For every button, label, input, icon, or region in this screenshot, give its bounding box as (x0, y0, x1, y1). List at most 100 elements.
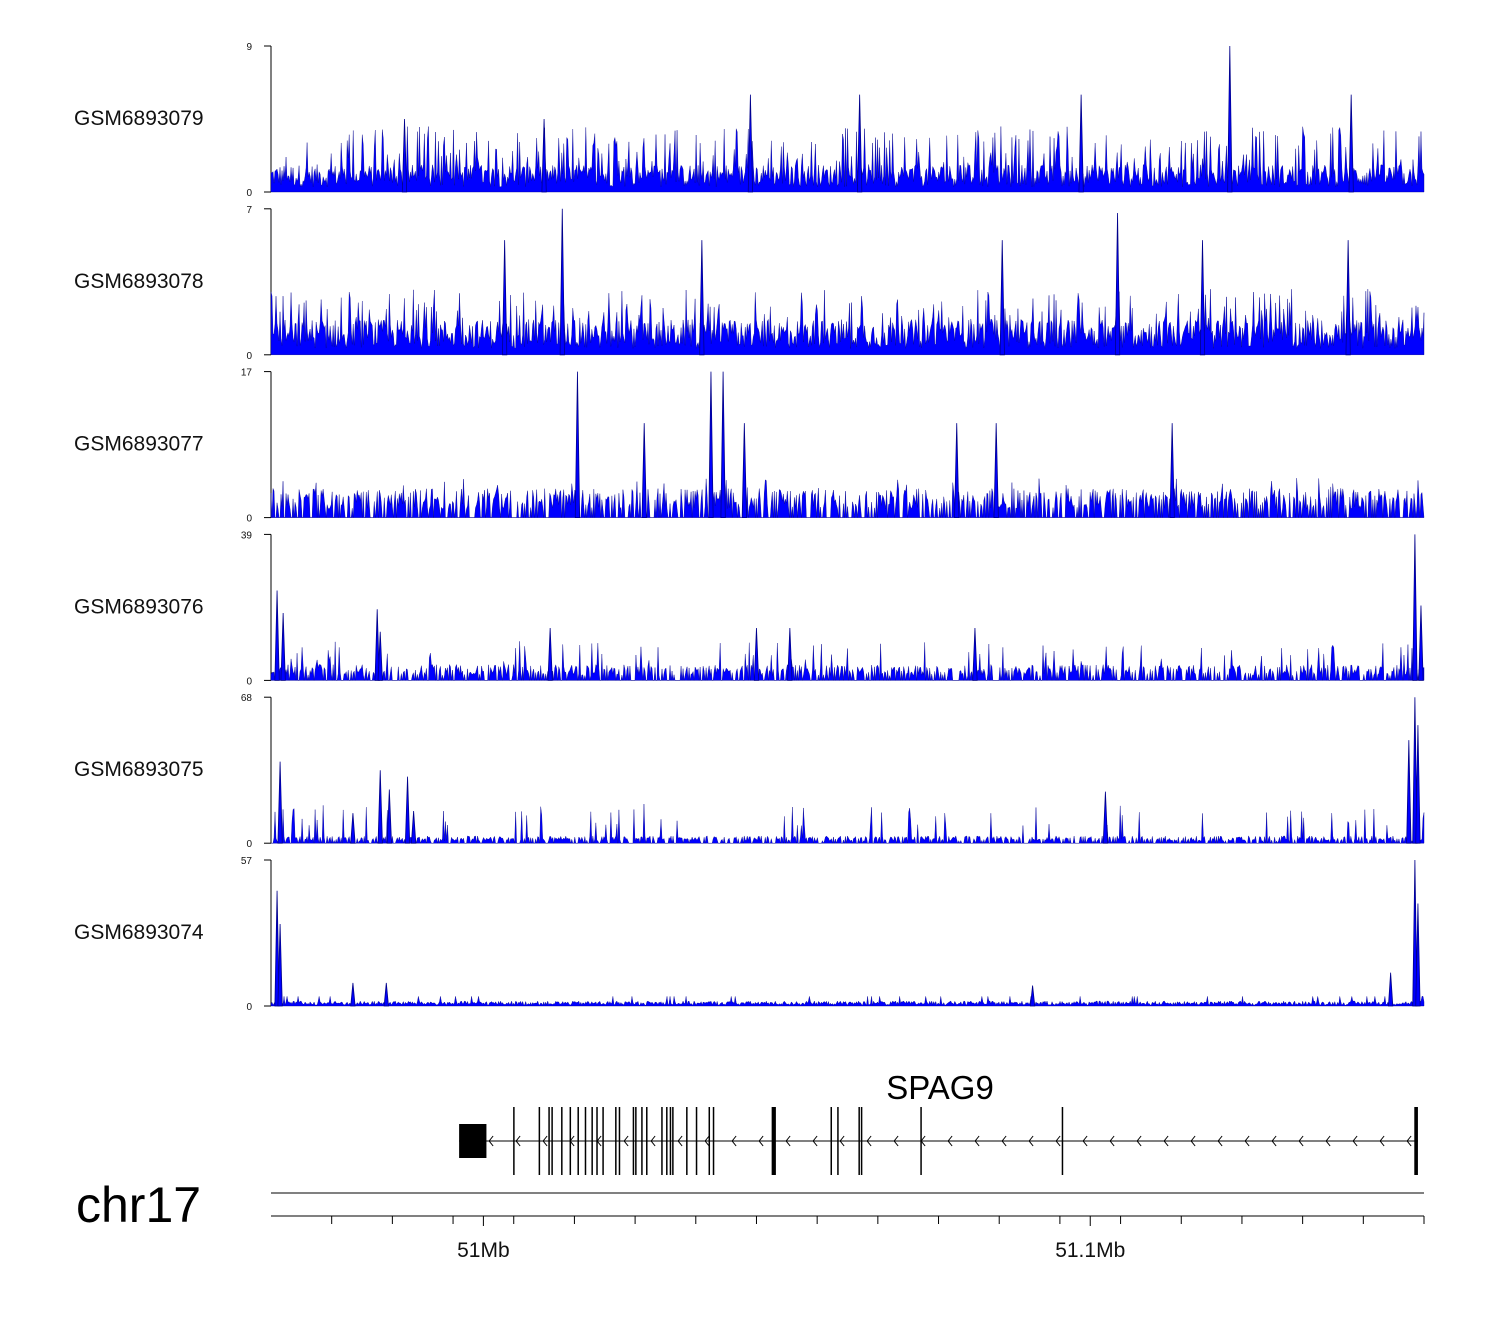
gene-exon (860, 1107, 863, 1175)
coverage-peak (1415, 725, 1421, 844)
coverage-peak (747, 94, 754, 193)
track-label: GSM6893075 (74, 758, 204, 781)
gene-exon (708, 1107, 711, 1175)
strand-arrow (866, 1135, 872, 1147)
coverage-peak (1029, 985, 1036, 1007)
coverage-peak (708, 371, 714, 518)
gene-exon (561, 1107, 563, 1175)
strand-arrow (785, 1135, 791, 1147)
strand-arrow (839, 1135, 845, 1147)
coverage-peak (1114, 212, 1121, 356)
coverage-peak (1169, 423, 1175, 518)
coverage-peak (972, 627, 978, 681)
strand-arrow (1055, 1135, 1061, 1147)
strand-arrow (1271, 1135, 1277, 1147)
gene-exon (666, 1107, 668, 1175)
coverage-peak (999, 240, 1005, 356)
gene-exon (669, 1107, 672, 1175)
track-GSM6893074: GSM6893074 57 0 (74, 856, 1425, 1013)
strand-arrow (488, 1135, 494, 1147)
coverage-peak (1415, 903, 1421, 1007)
gene-exon (1414, 1107, 1418, 1175)
y-tick-label-min: 0 (246, 351, 252, 362)
gene-annotation-track: SPAG9 (459, 1069, 1418, 1175)
strand-arrow (542, 1135, 548, 1147)
coverage-peak (1418, 605, 1424, 681)
strand-arrow (1136, 1135, 1142, 1147)
x-tick-label: 51Mb (457, 1239, 510, 1262)
coverage-peak (1227, 45, 1233, 193)
gene-exon (596, 1107, 598, 1175)
coverage-peak (377, 631, 383, 681)
strand-arrow (1379, 1135, 1385, 1147)
coverage-peak (350, 982, 356, 1007)
track-label: GSM6893079 (74, 107, 204, 130)
track-GSM6893075: GSM6893075 68 0 (74, 693, 1425, 850)
coverage-peak (1412, 859, 1418, 1007)
strand-arrow (1001, 1135, 1007, 1147)
coverage-peak (1406, 740, 1412, 844)
strand-arrow (1406, 1135, 1412, 1147)
y-tick-label-max: 57 (241, 856, 253, 867)
strand-arrow (1028, 1135, 1034, 1147)
coverage-peak (954, 423, 960, 518)
track-GSM6893079: GSM6893079 9 0 (74, 42, 1425, 199)
strand-arrow (704, 1135, 710, 1147)
coverage-peak (274, 590, 280, 681)
strand-arrow (1217, 1135, 1223, 1147)
gene-exon (569, 1107, 572, 1175)
coverage-peak (374, 609, 380, 681)
x-tick-label: 51.1Mb (1055, 1239, 1125, 1262)
coverage-peak (274, 890, 280, 1007)
coverage-peak (401, 118, 408, 193)
gene-exon (712, 1107, 715, 1175)
strand-arrow (1325, 1135, 1331, 1147)
coverage-peak (753, 627, 760, 681)
gene-exon (635, 1107, 637, 1175)
coverage-peak (1078, 94, 1084, 193)
gene-exon (615, 1107, 617, 1175)
y-tick-label-max: 9 (246, 42, 252, 53)
chromosome-label: chr17 (76, 1177, 201, 1233)
coverage-peak (404, 776, 411, 844)
coverage-area (270, 289, 1425, 355)
strand-arrow (758, 1135, 764, 1147)
strand-arrow (1298, 1135, 1304, 1147)
strand-arrow (515, 1135, 521, 1147)
gene-exon (548, 1107, 550, 1175)
coverage-peak (787, 627, 793, 681)
gene-exon (858, 1107, 860, 1175)
y-tick-label-min: 0 (246, 1002, 252, 1013)
gene-exon (641, 1107, 643, 1175)
track-label: GSM6893076 (74, 595, 204, 618)
y-tick-label-max: 39 (241, 530, 253, 541)
gene-exon (551, 1107, 553, 1175)
track-GSM6893076: GSM6893076 39 0 (74, 530, 1425, 687)
track-label: GSM6893077 (74, 433, 204, 456)
coverage-peak (277, 761, 283, 844)
strand-arrow (1190, 1135, 1196, 1147)
gene-exon (830, 1107, 833, 1175)
coverage-peak (541, 118, 547, 193)
strand-arrow (1244, 1135, 1250, 1147)
gene-exon (538, 1107, 541, 1175)
coverage-area (270, 996, 1425, 1007)
gene-exon (646, 1107, 648, 1175)
strand-arrow (893, 1135, 899, 1147)
coverage-peak (386, 789, 392, 844)
coverage-peak (1412, 534, 1418, 681)
track-GSM6893077: GSM6893077 17 0 (74, 368, 1425, 525)
gene-exon (695, 1107, 698, 1175)
gene-exon (686, 1107, 688, 1175)
gene-name-label: SPAG9 (886, 1069, 994, 1106)
gene-exon (1061, 1107, 1064, 1175)
coverage-peak (574, 371, 581, 518)
coverage-area (270, 641, 1425, 681)
coverage-peak (502, 240, 508, 356)
strand-arrow (623, 1135, 629, 1147)
coverage-peak (993, 423, 999, 518)
strand-arrow (650, 1135, 656, 1147)
coverage-peak (1412, 697, 1418, 844)
strand-arrow (1082, 1135, 1088, 1147)
